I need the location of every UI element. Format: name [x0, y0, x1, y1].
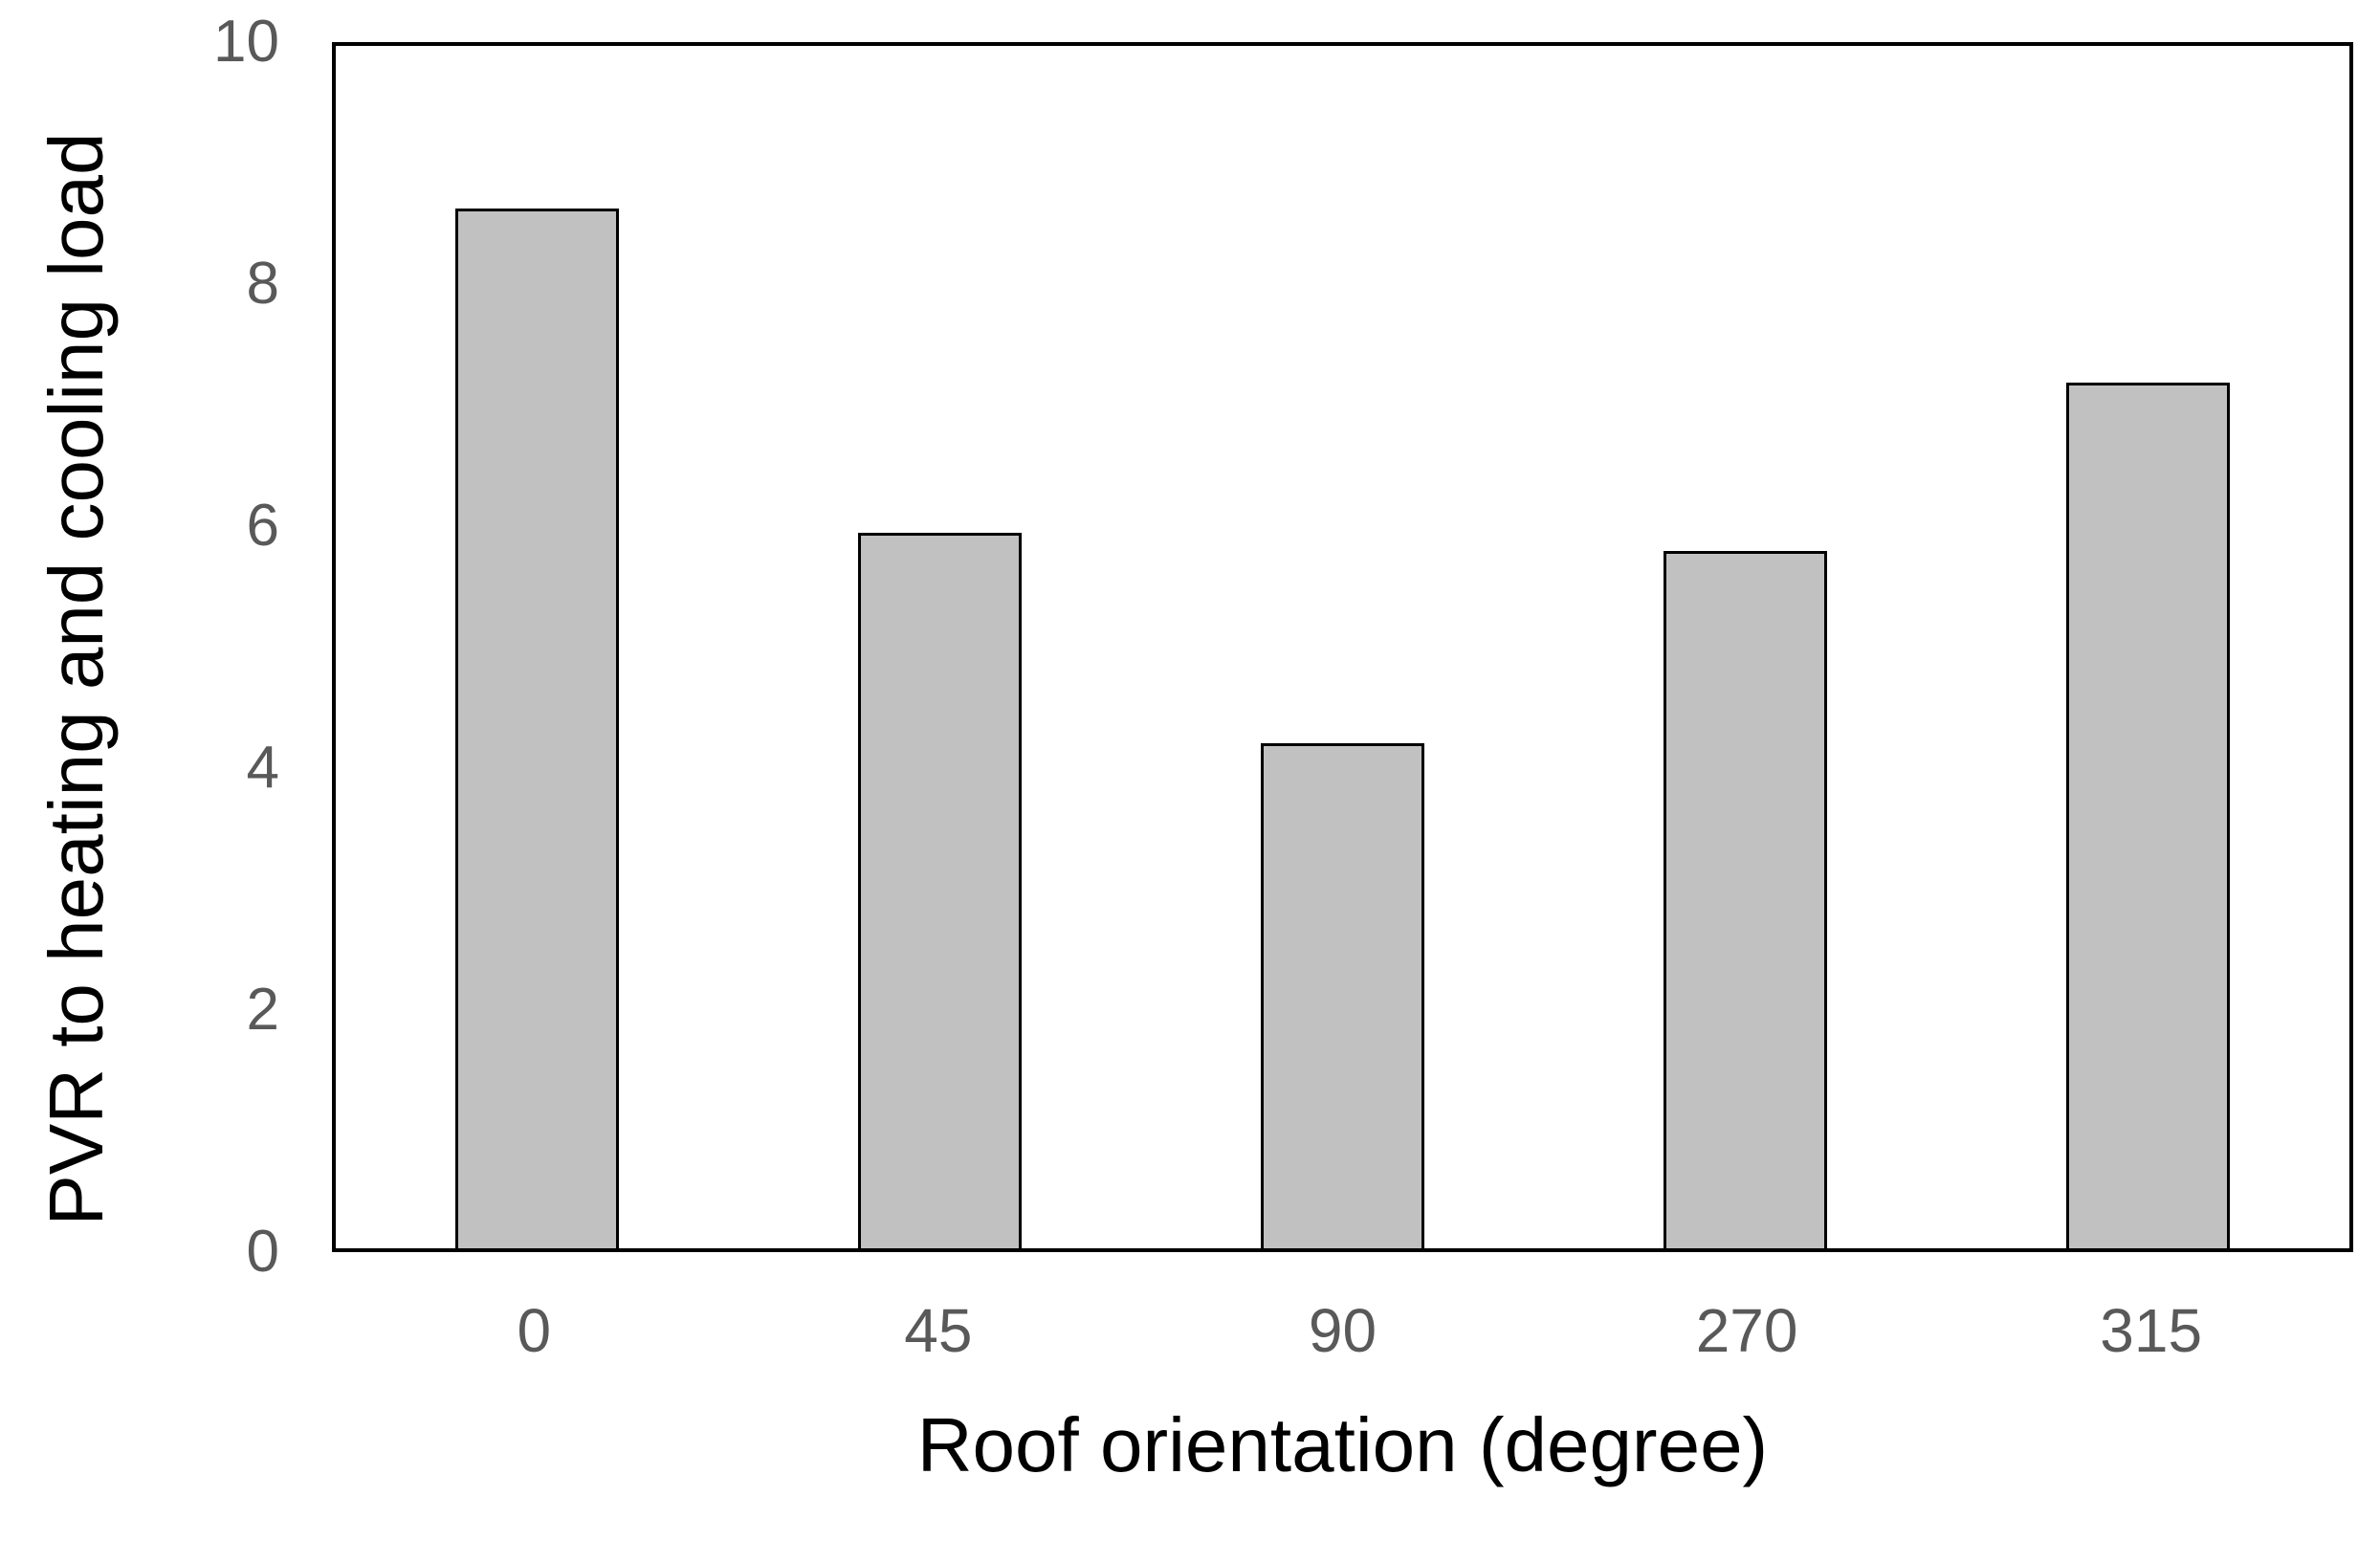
x-tick-label: 270	[1695, 1296, 1798, 1365]
y-tick-label: 8	[246, 251, 279, 317]
x-axis-title: Roof orientation (degree)	[916, 1402, 1769, 1487]
plot-area	[332, 42, 2353, 1252]
bars	[336, 46, 2349, 1248]
bar-slot	[336, 46, 738, 1248]
bar-90deg	[1261, 743, 1424, 1248]
y-tick-label: 2	[246, 977, 279, 1043]
x-tick-label: 45	[904, 1296, 973, 1365]
x-tick-label: 90	[1308, 1296, 1377, 1365]
bar-270deg	[1664, 550, 1827, 1248]
y-tick-label: 4	[246, 735, 279, 801]
x-axis-ticks: 0 45 90 270 315	[332, 1296, 2353, 1373]
y-tick-label: 0	[246, 1219, 279, 1285]
x-tick-label: 0	[517, 1296, 552, 1365]
y-tick-label: 10	[213, 9, 279, 75]
bar-0deg	[455, 208, 619, 1248]
bar-315deg	[2066, 382, 2230, 1248]
bar-slot	[1947, 46, 2349, 1248]
bar-slot	[738, 46, 1141, 1248]
x-tick-label: 315	[2100, 1296, 2203, 1365]
bar-slot	[1544, 46, 1947, 1248]
y-axis-ticks: 0 2 4 6 8 10	[0, 12, 332, 1282]
bar-slot	[1141, 46, 1544, 1248]
bar-45deg	[858, 533, 1022, 1248]
y-tick-label: 6	[246, 493, 279, 559]
